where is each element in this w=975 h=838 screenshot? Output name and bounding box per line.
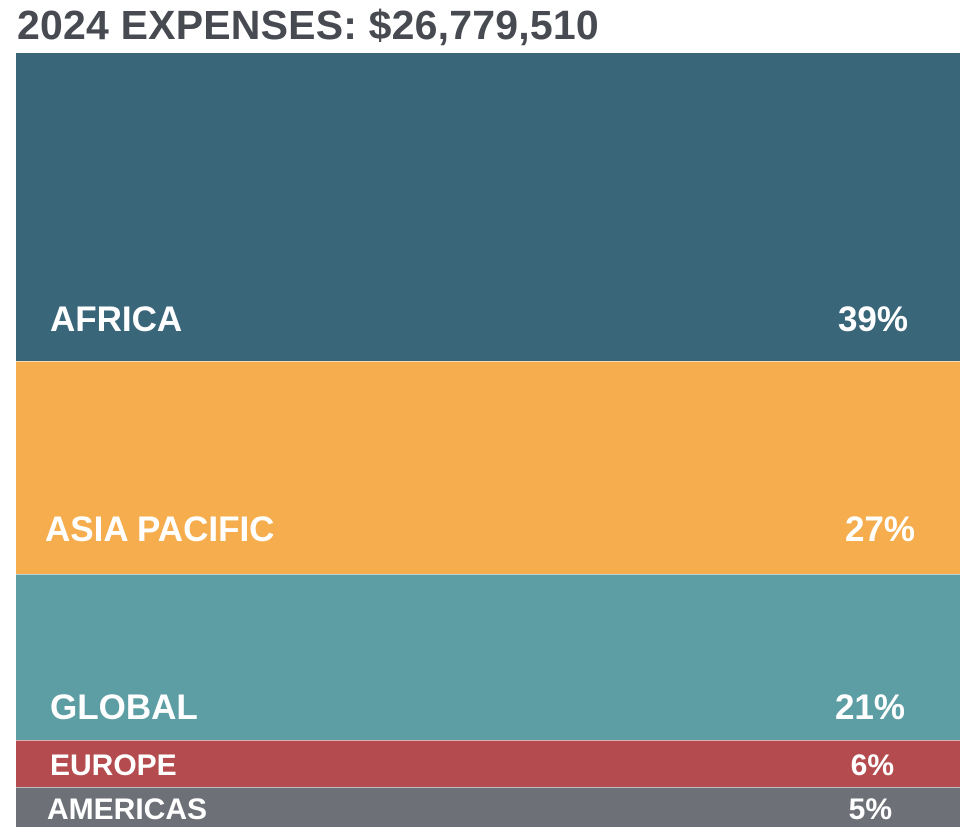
category-label: AMERICAS xyxy=(47,793,208,826)
category-label: EUROPE xyxy=(50,749,177,782)
bar-segment-africa: AFRICA 39% xyxy=(16,53,960,361)
bar-segment-americas: AMERICAS 5% xyxy=(16,787,960,827)
category-label: AFRICA xyxy=(50,300,183,339)
bar-segment-asia-pacific: ASIA PACIFIC 27% xyxy=(16,361,960,574)
value-label: 27% xyxy=(844,510,915,549)
category-label: GLOBAL xyxy=(50,688,198,727)
category-label: ASIA PACIFIC xyxy=(45,510,275,549)
chart-title: 2024 EXPENSES: $26,779,510 xyxy=(17,2,599,48)
value-label: 39% xyxy=(837,300,908,339)
stacked-expense-chart: AFRICA 39% ASIA PACIFIC 27% GLOBAL 21% EUROPE 6… xyxy=(16,53,960,827)
bar-segment-global: GLOBAL 21% xyxy=(16,574,960,740)
value-label: 6% xyxy=(850,749,894,782)
value-label: 5% xyxy=(848,793,892,826)
value-label: 21% xyxy=(834,688,905,727)
bar-segment-europe: EUROPE 6% xyxy=(16,740,960,787)
